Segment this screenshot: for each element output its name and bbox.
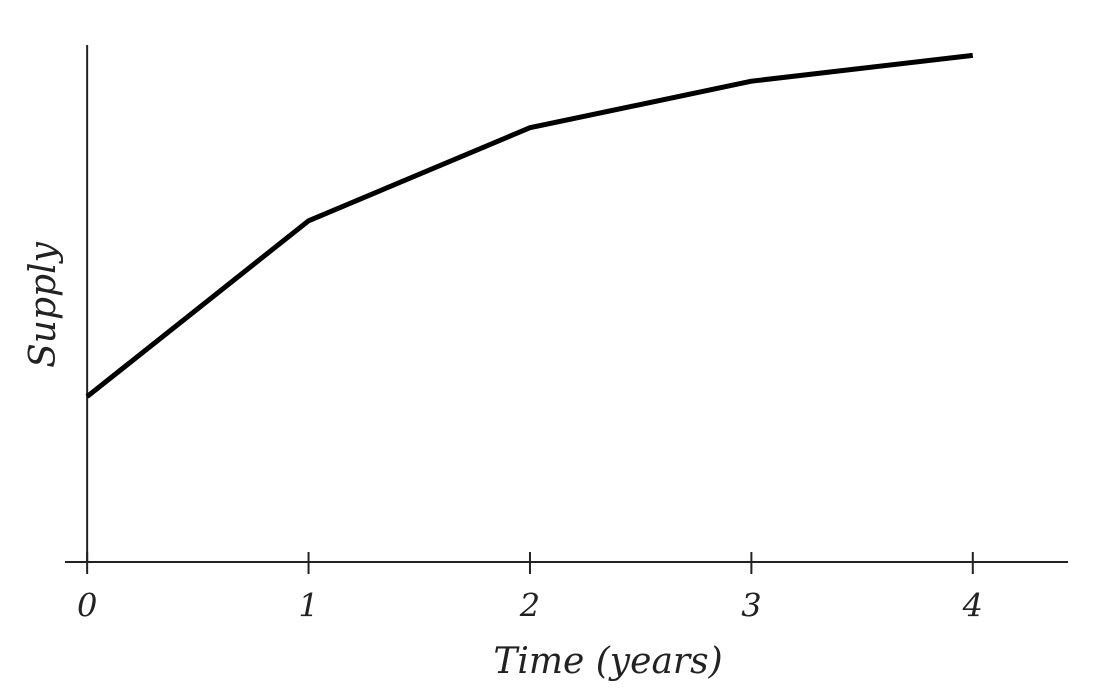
x-axis-label: Time (years)	[493, 641, 722, 682]
x-tick-label: 1	[298, 587, 318, 625]
x-tick-label: 4	[962, 587, 983, 625]
y-axis-label: Supply	[23, 241, 64, 367]
x-tick-label: 2	[519, 587, 540, 625]
x-tick-label: 0	[77, 587, 97, 625]
x-tick-label: 3	[741, 587, 761, 625]
data-line	[85, 52, 974, 399]
